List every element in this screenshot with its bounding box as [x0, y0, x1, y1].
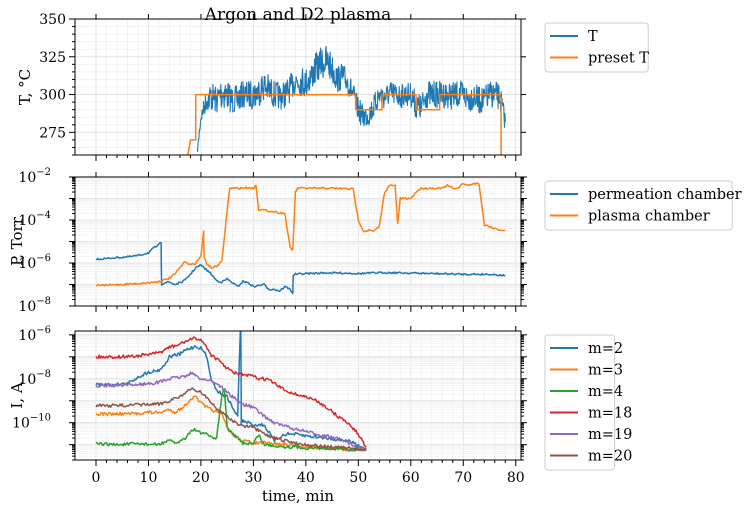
series-line-m-19 [95, 371, 367, 452]
chart-title: Argon and D2 plasma [204, 5, 392, 25]
y-tick-label: 10−2 [18, 167, 51, 186]
tick-exponent: −2 [36, 167, 51, 178]
y-tick-label: 325 [39, 50, 66, 66]
tick-base: 10 [18, 256, 36, 272]
axes-frame [74, 330, 522, 461]
y-tick-label: 350 [39, 12, 66, 28]
series-line-preset-t [187, 93, 502, 155]
tick-exponent: −8 [36, 296, 51, 307]
series-group [95, 331, 367, 452]
y-tick-label: 10−8 [18, 296, 51, 315]
series-line-m-4 [95, 389, 367, 452]
tick-exponent: −4 [36, 210, 51, 221]
x-tick-label: 80 [507, 470, 525, 486]
x-tick-label: 10 [140, 470, 158, 486]
x-tick-label: 0 [92, 470, 101, 486]
x-axis-label: time, min [262, 487, 334, 505]
tick-exponent: −6 [36, 253, 51, 264]
y-ticks: 275 300 325 350 [39, 12, 526, 156]
y-tick-label: 10−8 [18, 369, 51, 388]
x-ticks: 0 10 20 30 40 50 60 70 80 [92, 326, 525, 486]
y-tick-label: 10−6 [18, 253, 51, 272]
tick-base: 10 [18, 372, 36, 388]
tick-exponent: −10 [30, 413, 51, 424]
y-axis-label: P, Torr [8, 216, 26, 266]
legend-label: preset T [588, 51, 649, 67]
tick-exponent: −6 [36, 325, 51, 336]
series-line-plasma-chamber [95, 182, 506, 287]
x-tick-label: 50 [349, 470, 367, 486]
x-tick-label: 20 [192, 470, 210, 486]
series-group [187, 45, 506, 155]
tick-base: 10 [12, 416, 30, 432]
legend-label: plasma chamber [588, 209, 710, 225]
tick-base: 10 [18, 328, 36, 344]
y-tick-label: 275 [39, 125, 66, 141]
tick-base: 10 [18, 213, 36, 229]
panel-1: 275 300 325 350 T, °C Argon and D2 plasma Tpre… [16, 5, 649, 161]
y-tick-label: 10−6 [18, 325, 51, 344]
legend-label: m=19 [588, 427, 632, 443]
tick-base: 10 [18, 170, 36, 186]
grid [75, 176, 521, 307]
legend-label: m=3 [588, 363, 623, 379]
tick-exponent: −8 [36, 369, 51, 380]
x-tick-label: 30 [244, 470, 262, 486]
legend-label: T [588, 29, 598, 45]
series-group [95, 182, 506, 295]
series-line-m-20 [95, 387, 367, 452]
series-line-permeation-chamber [95, 242, 506, 295]
x-ticks [95, 172, 517, 312]
legend-label: m=2 [588, 341, 623, 357]
series-line-t [196, 45, 506, 152]
y-axis-label: I, A [8, 382, 26, 408]
y-tick-label: 10−10 [12, 413, 51, 432]
legend-label: permeation chamber [588, 187, 742, 203]
y-axis-label: T, °C [16, 69, 34, 105]
y-tick-label: 10−4 [18, 210, 51, 229]
legend-label: m=20 [588, 449, 632, 465]
legend-label: m=4 [588, 384, 623, 400]
legend-label: m=18 [588, 406, 632, 422]
x-tick-label: 60 [402, 470, 420, 486]
series-line-m-18 [95, 336, 367, 448]
y-tick-label: 300 [39, 88, 66, 104]
x-tick-label: 40 [297, 470, 315, 486]
legend: m=2 m=3 m=4 m=18 m=19 m=20 [544, 334, 632, 471]
x-tick-label: 70 [454, 470, 472, 486]
x-ticks [95, 14, 517, 161]
legend: permeation chamber plasma chamber [544, 180, 742, 231]
legend-box [544, 180, 733, 231]
y-ticks: 10−810−610−410−2 [18, 167, 527, 315]
tick-base: 10 [18, 299, 36, 315]
